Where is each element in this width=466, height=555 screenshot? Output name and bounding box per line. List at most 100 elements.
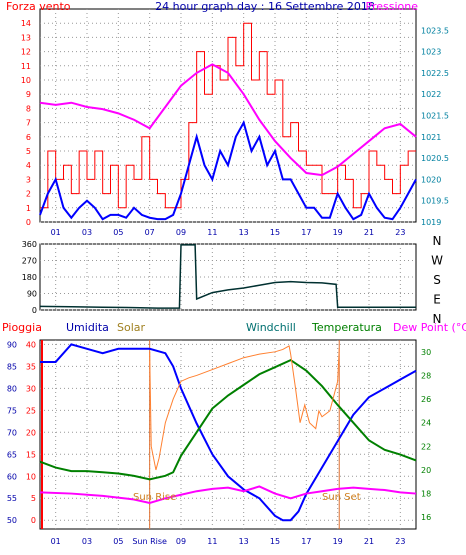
temp-tick-label: 28: [421, 371, 431, 380]
y-tick-label: 0: [26, 218, 31, 227]
humidity-tick-label: 80: [7, 384, 17, 393]
direction-tick-label: 90: [27, 290, 37, 299]
y2-tick-label: 1019: [421, 218, 441, 227]
x-tick-label: 03: [82, 537, 92, 546]
x-tick-label: 19: [333, 537, 343, 546]
compass-label: W: [431, 254, 443, 268]
x-tick-label: 15: [270, 537, 280, 546]
rain-tick-label: 35: [26, 362, 36, 371]
series-line-raffica: [39, 119, 417, 221]
y2-tick-label: 1019.5: [421, 197, 449, 206]
rain-label: Pioggia: [2, 321, 42, 334]
y2-tick-label: 1020.5: [421, 154, 449, 163]
direction-tick-label: 0: [32, 306, 37, 315]
y2-tick-label: 1023.5: [421, 26, 449, 35]
y-tick-label: 14: [21, 19, 31, 28]
x-tick-label: 13: [239, 228, 249, 237]
sun-rise-marker-label: Sun Rise: [133, 492, 176, 503]
temperature-label: Temperatura: [311, 321, 382, 334]
wind-force-label: Forza vento: [6, 0, 71, 13]
compass-label: E: [433, 293, 441, 307]
direction-tick-label: 270: [22, 257, 37, 266]
y-tick-label: 5: [26, 147, 31, 156]
dewpoint-label: Dew Point (°C): [393, 321, 466, 334]
rain-tick-label: 30: [26, 384, 36, 393]
x-tick-label: 17: [301, 228, 311, 237]
windchill-label: Windchill: [246, 321, 296, 334]
temp-tick-label: 18: [421, 490, 431, 499]
direction-tick-label: 360: [22, 240, 37, 249]
y-tick-label: 3: [26, 175, 31, 184]
humidity-tick-label: 50: [7, 516, 17, 525]
rain-tick-label: 40: [26, 340, 36, 349]
humidity-tick-label: 70: [7, 428, 17, 437]
y-tick-label: 7: [26, 119, 31, 128]
x-tick-label: 01: [51, 537, 61, 546]
x-tick-label: Sun Rise: [132, 537, 167, 546]
x-tick-label: 07: [145, 228, 155, 237]
x-tick-label: 05: [113, 537, 123, 546]
temp-humidity-panel: [39, 339, 417, 530]
rain-tick-label: 5: [31, 494, 36, 503]
chart-title: 24 hour graph day : 16 Settembre 2018: [155, 0, 375, 13]
y-tick-label: 2: [26, 190, 31, 199]
rain-tick-label: 10: [26, 472, 36, 481]
series-line-pressione: [39, 63, 417, 177]
x-tick-label: 23: [395, 228, 405, 237]
y-tick-label: 6: [26, 133, 31, 142]
series-line-wind-direction: [39, 244, 416, 309]
humidity-label: Umidita: [66, 321, 109, 334]
temp-tick-label: 16: [421, 513, 431, 522]
x-tick-label: 03: [82, 228, 92, 237]
y-tick-label: 11: [21, 62, 31, 71]
x-tick-label: 05: [113, 228, 123, 237]
humidity-tick-label: 65: [7, 450, 17, 459]
y-tick-label: 1: [26, 204, 31, 213]
x-tick-label: 23: [395, 537, 405, 546]
y-tick-label: 8: [26, 104, 31, 113]
series-line-temperatura: [39, 358, 417, 481]
y2-tick-label: 1023: [421, 48, 441, 57]
humidity-tick-label: 90: [7, 340, 17, 349]
x-tick-label: 21: [364, 228, 374, 237]
direction-tick-label: 180: [22, 273, 37, 282]
humidity-tick-label: 85: [7, 362, 17, 371]
x-tick-label: 09: [176, 537, 186, 546]
temp-tick-label: 22: [421, 442, 431, 451]
x-tick-label: 09: [176, 228, 186, 237]
humidity-tick-label: 60: [7, 472, 17, 481]
y2-tick-label: 1020: [421, 175, 441, 184]
x-tick-label: 11: [207, 228, 217, 237]
y-tick-label: 13: [21, 33, 31, 42]
y2-tick-label: 1021: [421, 133, 441, 142]
x-tick-label: 13: [239, 537, 249, 546]
compass-label: S: [433, 273, 441, 287]
rain-tick-label: 20: [26, 428, 36, 437]
y-tick-label: 9: [26, 90, 31, 99]
rain-tick-label: 15: [26, 450, 36, 459]
series-line-forza-vento: [40, 22, 416, 209]
y-tick-label: 10: [21, 76, 31, 85]
series-line-solar: [149, 345, 340, 471]
temp-tick-label: 30: [421, 348, 431, 357]
temp-tick-label: 20: [421, 466, 431, 475]
y2-tick-label: 1022.5: [421, 69, 449, 78]
solar-label: Solar: [117, 321, 146, 334]
x-tick-label: 01: [51, 228, 61, 237]
y-tick-label: 12: [21, 48, 31, 57]
rain-tick-label: 25: [26, 406, 36, 415]
series-line-dew-point: [39, 485, 417, 505]
y2-tick-label: 1021.5: [421, 112, 449, 121]
humidity-tick-label: 75: [7, 406, 17, 415]
compass-label: N: [433, 234, 442, 248]
x-tick-label: 21: [364, 537, 374, 546]
x-tick-label: 19: [333, 228, 343, 237]
series-line-umidita: [40, 343, 417, 522]
y2-tick-label: 1022: [421, 90, 441, 99]
temp-tick-label: 24: [421, 419, 431, 428]
compass-label: N: [433, 312, 442, 326]
x-tick-label: 11: [207, 537, 217, 546]
pressure-label: Pressione: [366, 0, 419, 13]
